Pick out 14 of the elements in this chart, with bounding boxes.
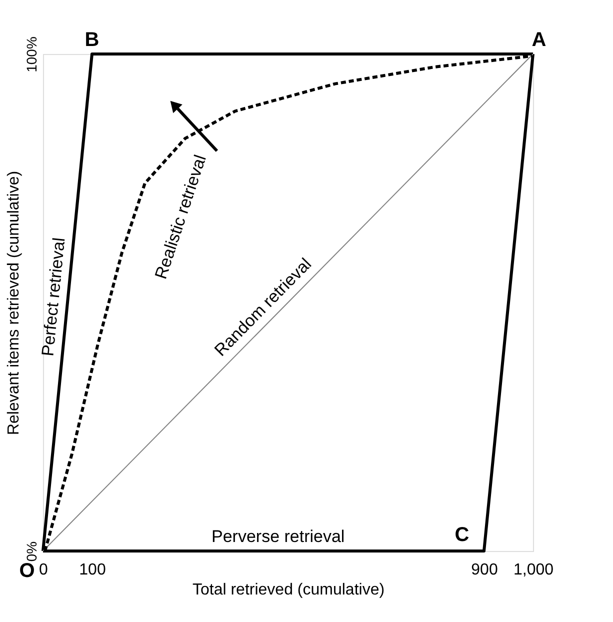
- y-axis-title: Relevant items retrieved (cumulative): [6, 170, 22, 436]
- annotation: A: [532, 29, 546, 51]
- series-label: Perverse retrieval: [211, 527, 345, 546]
- y-tick-label: 100%: [24, 36, 40, 72]
- x-tick-label: 0: [39, 562, 48, 578]
- annotation: O: [19, 560, 35, 582]
- annotation: B: [84, 29, 100, 51]
- x-tick-label: 1,000: [513, 562, 554, 578]
- annotation: C: [454, 524, 470, 546]
- x-axis-title: Total retrieved (cumulative): [192, 582, 385, 598]
- text: Perfect retrieval: [38, 236, 69, 358]
- x-tick-label: 100: [79, 562, 106, 578]
- y-tick-label: 0%: [24, 541, 40, 562]
- x-tick-label: 900: [471, 562, 498, 578]
